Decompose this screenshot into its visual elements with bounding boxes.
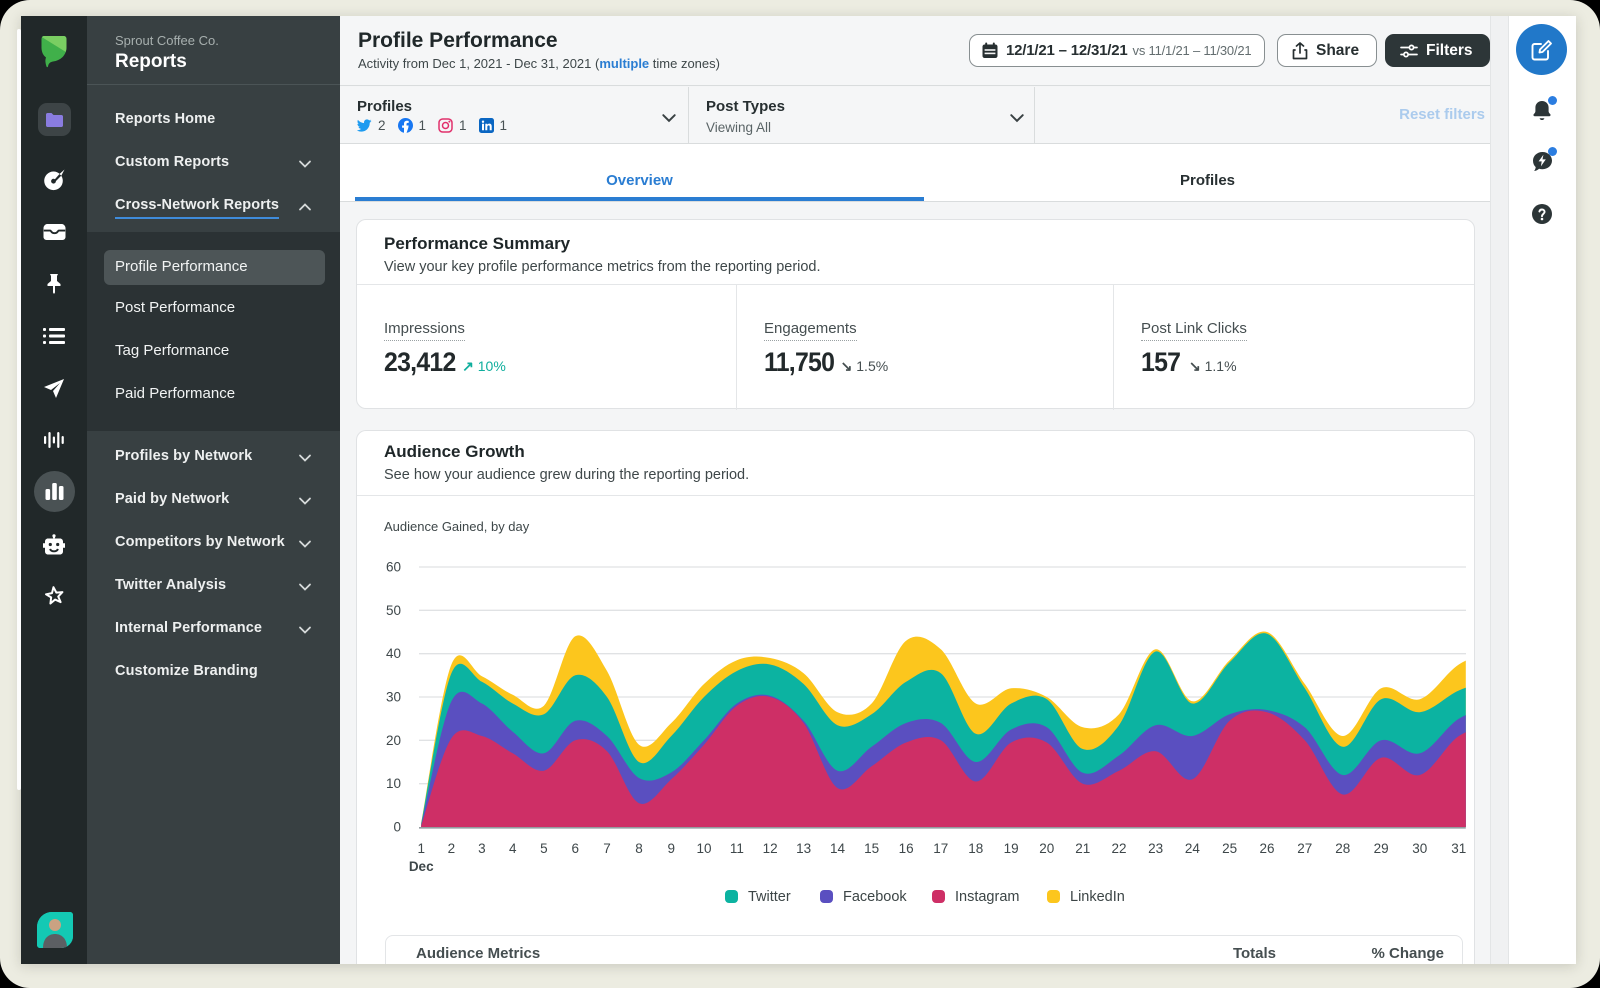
svg-text:6: 6	[572, 841, 580, 856]
svg-text:30: 30	[386, 690, 401, 705]
svg-text:20: 20	[1039, 841, 1054, 856]
svg-text:24: 24	[1185, 841, 1201, 856]
svg-text:5: 5	[540, 841, 548, 856]
svg-text:17: 17	[933, 841, 948, 856]
svg-text:8: 8	[635, 841, 643, 856]
svg-text:3: 3	[478, 841, 486, 856]
svg-text:16: 16	[899, 841, 914, 856]
svg-text:60: 60	[386, 560, 401, 575]
svg-text:50: 50	[386, 603, 401, 618]
svg-text:10: 10	[386, 776, 401, 791]
svg-text:21: 21	[1075, 841, 1090, 856]
svg-text:11: 11	[730, 841, 744, 856]
svg-text:12: 12	[763, 841, 778, 856]
svg-text:14: 14	[830, 841, 846, 856]
svg-text:2: 2	[448, 841, 456, 856]
svg-text:1: 1	[417, 841, 425, 856]
svg-text:7: 7	[603, 841, 611, 856]
svg-text:10: 10	[696, 841, 711, 856]
svg-text:Dec: Dec	[409, 859, 434, 874]
svg-text:29: 29	[1374, 841, 1389, 856]
svg-text:27: 27	[1297, 841, 1312, 856]
svg-text:40: 40	[386, 646, 401, 661]
svg-text:31: 31	[1451, 841, 1466, 856]
svg-text:28: 28	[1335, 841, 1350, 856]
svg-text:0: 0	[393, 820, 401, 835]
svg-text:20: 20	[386, 733, 401, 748]
svg-text:18: 18	[968, 841, 983, 856]
svg-text:15: 15	[864, 841, 879, 856]
svg-text:25: 25	[1222, 841, 1237, 856]
svg-text:19: 19	[1004, 841, 1019, 856]
svg-text:23: 23	[1148, 841, 1163, 856]
svg-text:22: 22	[1111, 841, 1126, 856]
svg-text:4: 4	[509, 841, 517, 856]
svg-text:9: 9	[668, 841, 676, 856]
svg-text:30: 30	[1412, 841, 1427, 856]
svg-text:26: 26	[1259, 841, 1274, 856]
svg-text:13: 13	[796, 841, 811, 856]
